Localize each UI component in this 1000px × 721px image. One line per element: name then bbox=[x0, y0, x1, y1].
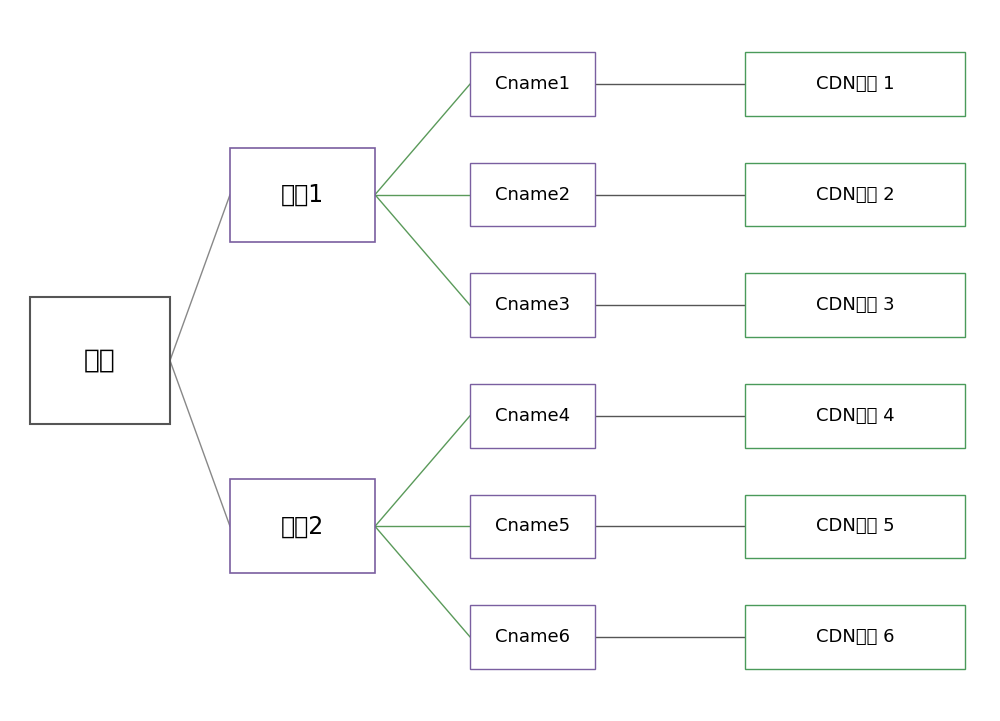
FancyBboxPatch shape bbox=[745, 273, 965, 337]
Text: Cname5: Cname5 bbox=[495, 518, 570, 535]
FancyBboxPatch shape bbox=[745, 163, 965, 226]
Text: Cname3: Cname3 bbox=[495, 296, 570, 314]
FancyBboxPatch shape bbox=[470, 605, 595, 668]
FancyBboxPatch shape bbox=[30, 298, 170, 424]
Text: 域名2: 域名2 bbox=[281, 514, 324, 539]
Text: CDN厂商 2: CDN厂商 2 bbox=[816, 186, 894, 203]
FancyBboxPatch shape bbox=[470, 53, 595, 116]
Text: 用户: 用户 bbox=[84, 348, 116, 373]
FancyBboxPatch shape bbox=[470, 163, 595, 226]
Text: CDN厂商 4: CDN厂商 4 bbox=[816, 407, 894, 425]
Text: Cname2: Cname2 bbox=[495, 186, 570, 203]
FancyBboxPatch shape bbox=[470, 384, 595, 448]
Text: Cname4: Cname4 bbox=[495, 407, 570, 425]
FancyBboxPatch shape bbox=[470, 273, 595, 337]
Text: 域名1: 域名1 bbox=[281, 182, 324, 207]
Text: CDN厂商 1: CDN厂商 1 bbox=[816, 75, 894, 93]
FancyBboxPatch shape bbox=[745, 384, 965, 448]
Text: Cname1: Cname1 bbox=[495, 75, 570, 93]
Text: CDN厂商 5: CDN厂商 5 bbox=[816, 518, 894, 535]
Text: CDN厂商 3: CDN厂商 3 bbox=[816, 296, 894, 314]
Text: Cname6: Cname6 bbox=[495, 628, 570, 646]
FancyBboxPatch shape bbox=[745, 605, 965, 668]
FancyBboxPatch shape bbox=[230, 148, 375, 242]
FancyBboxPatch shape bbox=[470, 495, 595, 558]
FancyBboxPatch shape bbox=[230, 479, 375, 573]
FancyBboxPatch shape bbox=[745, 53, 965, 116]
FancyBboxPatch shape bbox=[745, 495, 965, 558]
Text: CDN厂商 6: CDN厂商 6 bbox=[816, 628, 894, 646]
